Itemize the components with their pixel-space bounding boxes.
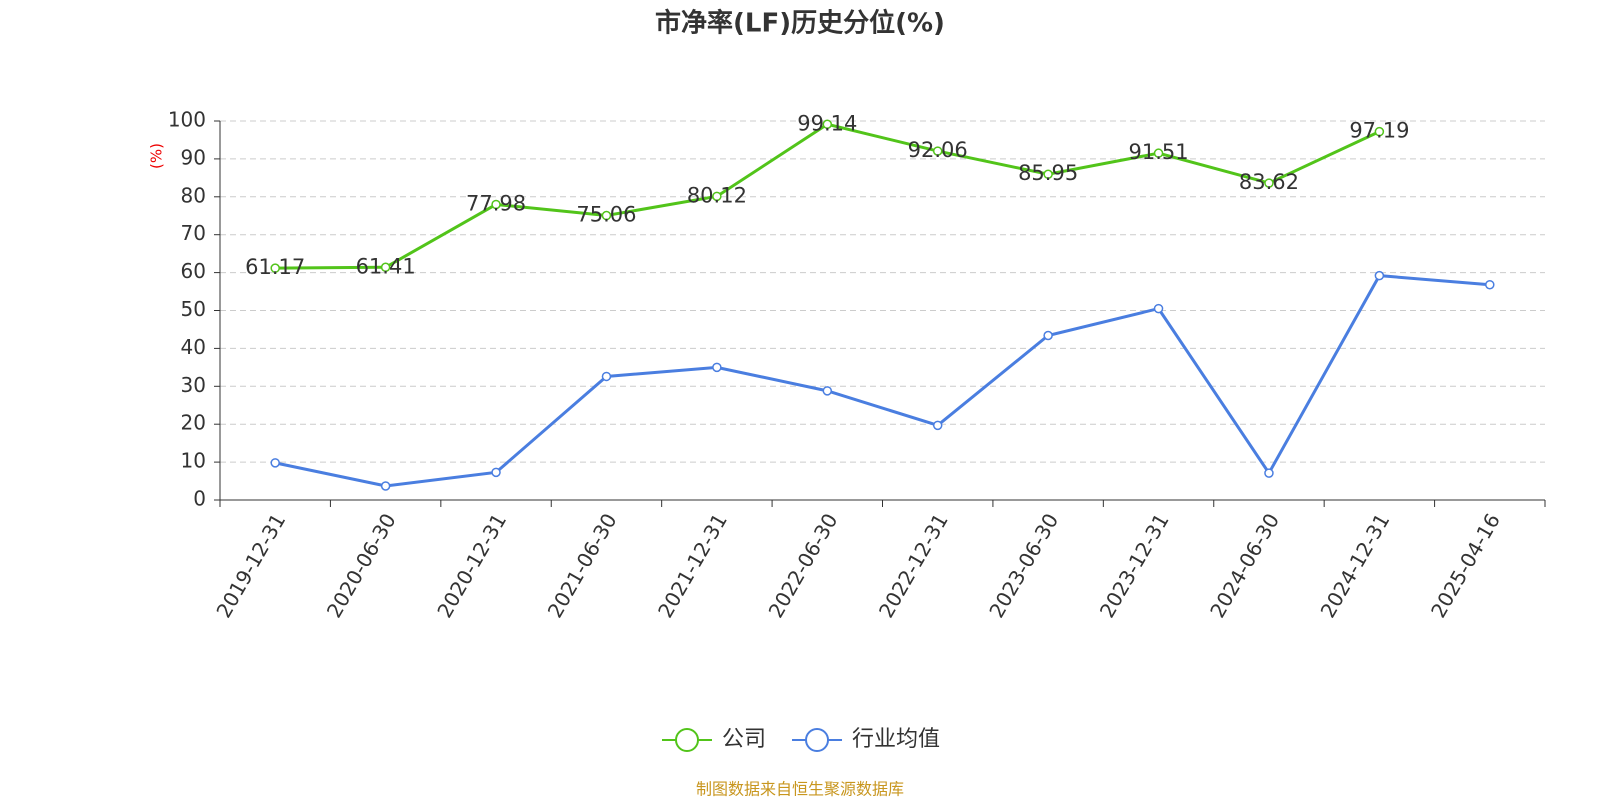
- data-label: 91.51: [1128, 140, 1188, 164]
- chart-title: 市净率(LF)历史分位(%): [655, 8, 945, 39]
- y-tick-label: 20: [181, 411, 206, 435]
- data-point: [491, 467, 501, 478]
- data-point: [1043, 330, 1053, 341]
- source-note: 制图数据来自恒生聚源数据库: [696, 780, 904, 799]
- data-label: 75.06: [576, 203, 636, 227]
- data-point: [601, 371, 612, 382]
- data-label: 61.41: [356, 254, 416, 278]
- x-tick-label: 2024-06-30: [1205, 509, 1284, 622]
- data-point: [380, 262, 391, 273]
- x-tick-label: 2023-12-31: [1095, 509, 1174, 622]
- data-point: [1264, 178, 1274, 188]
- x-tick-label: 2022-06-30: [763, 509, 842, 622]
- y-tick-label: 60: [181, 259, 206, 283]
- data-point: [1153, 148, 1164, 158]
- series-line: [274, 274, 1490, 488]
- y-tick-label: 40: [181, 335, 206, 359]
- data-point: [1374, 126, 1385, 137]
- data-point: [1374, 270, 1385, 281]
- data-point: [1043, 169, 1053, 179]
- x-tick-label: 2023-06-30: [984, 509, 1063, 622]
- x-tick-label: 2020-12-31: [432, 509, 511, 622]
- legend-item: 公司: [662, 727, 766, 752]
- data-point: [270, 263, 280, 273]
- y-axis-label: (%): [148, 143, 166, 169]
- data-label: 97.19: [1349, 119, 1409, 143]
- y-tick-label: 100: [168, 108, 206, 132]
- legend-symbol: [805, 728, 830, 752]
- data-point: [822, 119, 833, 130]
- y-tick-label: 90: [181, 145, 206, 169]
- data-point: [712, 191, 722, 202]
- data-point: [932, 420, 943, 431]
- data-label: 99.14: [797, 111, 857, 135]
- y-tick-label: 80: [181, 183, 206, 207]
- x-tick-label: 2019-12-31: [211, 509, 290, 622]
- legend-label: 行业均值: [852, 727, 940, 752]
- data-point: [1485, 279, 1495, 290]
- y-tick-label: 70: [181, 221, 206, 245]
- y-tick-label: 0: [193, 487, 206, 511]
- x-tick-label: 2022-12-31: [874, 509, 953, 622]
- data-label: 85.95: [1018, 161, 1078, 185]
- data-point: [270, 458, 280, 468]
- data-label: 77.98: [466, 191, 526, 215]
- x-tick-label: 2021-12-31: [653, 509, 732, 622]
- data-point: [712, 362, 722, 373]
- data-label: 61.17: [245, 255, 305, 279]
- y-tick-label: 30: [181, 373, 206, 397]
- y-tick-label: 50: [181, 297, 206, 321]
- series-line: [275, 122, 1381, 270]
- x-tick-label: 2024-12-31: [1316, 509, 1395, 622]
- data-point: [822, 386, 833, 396]
- x-tick-label: 2020-06-30: [322, 509, 401, 622]
- x-tick-label: 2021-06-30: [543, 509, 622, 622]
- legend-label: 公司: [722, 727, 766, 752]
- data-label: 83.62: [1239, 170, 1299, 194]
- data-label: 80.12: [687, 183, 747, 207]
- data-label: 92.06: [908, 138, 968, 162]
- data-point: [601, 210, 612, 221]
- data-point: [932, 146, 943, 156]
- data-point: [1153, 303, 1164, 314]
- legend-symbol: [675, 728, 699, 752]
- x-tick-label: 2025-04-16: [1426, 509, 1505, 622]
- y-tick-label: 10: [181, 449, 206, 473]
- data-point: [380, 481, 391, 491]
- data-point: [1264, 468, 1274, 478]
- legend-item: 行业均值: [792, 727, 940, 752]
- data-point: [491, 199, 501, 210]
